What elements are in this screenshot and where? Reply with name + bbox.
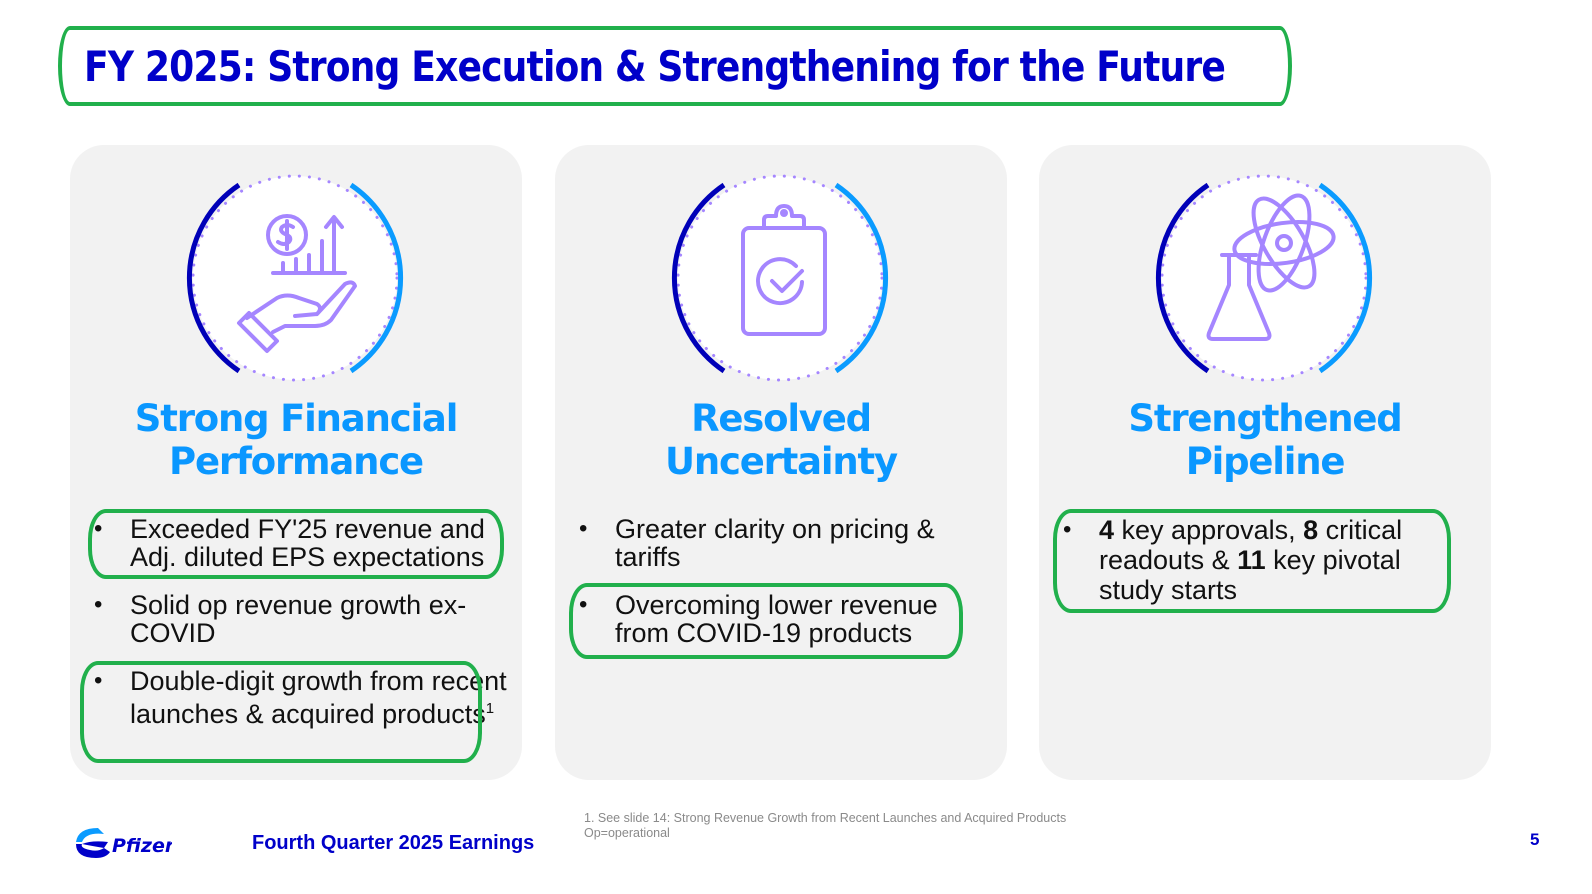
readouts-count: 8 <box>1303 515 1319 545</box>
card-heading-line: Resolved <box>691 397 872 440</box>
bullet-item: Exceeded FY'25 revenue and Adj. diluted … <box>92 515 512 571</box>
pfizer-logo: Pfizer <box>72 822 176 864</box>
card-resolved-uncertainty: Resolved Uncertainty Greater clarity on … <box>555 145 1007 780</box>
icon-badge <box>175 173 415 383</box>
title-highlight: FY 2025: Strong Execution & Strengthenin… <box>58 26 1292 106</box>
icon-badge <box>660 173 900 383</box>
bullet-item: Double-digit growth from recent launches… <box>92 667 512 728</box>
highlight-ring <box>88 509 504 579</box>
card-heading: Strong Financial Performance <box>70 397 522 483</box>
bullet-text: Double-digit growth from recent launches… <box>130 666 507 729</box>
footnotes: 1. See slide 14: Strong Revenue Growth f… <box>584 811 1066 841</box>
page-number: 5 <box>1530 830 1540 849</box>
clipboard-check-icon <box>671 174 889 382</box>
flask-atom-icon <box>1155 174 1373 382</box>
footnote-1: 1. See slide 14: Strong Revenue Growth f… <box>584 811 1067 825</box>
slide-title: FY 2025: Strong Execution & Strengthenin… <box>84 42 1226 91</box>
highlight-ring <box>80 661 482 763</box>
footnote-marker: 1 <box>485 700 495 717</box>
card-heading: Resolved Uncertainty <box>555 397 1007 483</box>
card-heading-line: Pipeline <box>1185 440 1346 483</box>
title-highlight-ring <box>58 26 1292 106</box>
pfizer-logo-icon: Pfizer <box>76 828 176 858</box>
logo-wordmark: Pfizer <box>112 835 172 857</box>
bullet-text: key pivotal study starts <box>1099 545 1401 605</box>
bullet-item: Solid op revenue growth ex-COVID <box>92 591 512 647</box>
hand-money-growth-icon <box>186 174 404 382</box>
card-strengthened-pipeline: Strengthened Pipeline 4 key approvals, 8… <box>1039 145 1491 780</box>
card-heading-line: Performance <box>169 440 424 483</box>
event-title: Fourth Quarter 2025 Earnings <box>252 832 535 854</box>
footnote-2: Op=operational <box>584 826 670 840</box>
bullet-item: Greater clarity on pricing & tariffs <box>577 515 997 571</box>
icon-badge <box>1144 173 1384 383</box>
card-heading-line: Strengthened <box>1128 397 1402 440</box>
bullet-item: 4 key approvals, 8 critical readouts & 1… <box>1061 515 1481 605</box>
card-financial-performance: Strong Financial Performance Exceeded FY… <box>70 145 522 780</box>
bullet-list: Exceeded FY'25 revenue and Adj. diluted … <box>92 515 512 748</box>
bullet-list: Greater clarity on pricing & tariffs Ove… <box>577 515 997 667</box>
bullet-text: key approvals, <box>1114 515 1304 545</box>
highlight-ring <box>569 583 963 659</box>
bullet-item: Overcoming lower revenue from COVID-19 p… <box>577 591 997 647</box>
card-heading-line: Uncertainty <box>665 440 898 483</box>
study-starts-count: 11 <box>1237 545 1266 575</box>
card-heading-line: Strong Financial <box>134 397 459 440</box>
card-heading: Strengthened Pipeline <box>1039 397 1491 483</box>
approvals-count: 4 <box>1099 515 1115 545</box>
highlight-ring <box>1053 509 1451 613</box>
bullet-list: 4 key approvals, 8 critical readouts & 1… <box>1061 515 1481 625</box>
bullet-text: critical readouts & <box>1099 515 1403 575</box>
